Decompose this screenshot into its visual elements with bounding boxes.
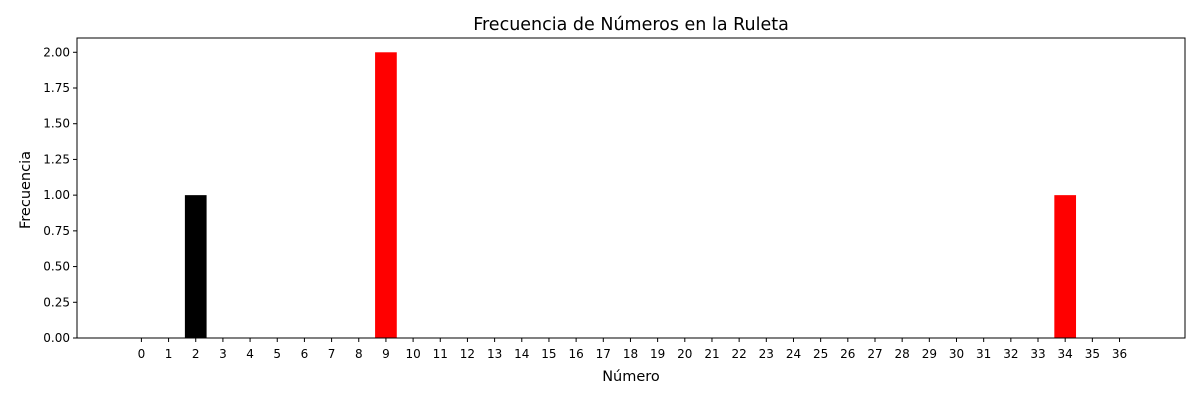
- bar-2: [184, 195, 207, 338]
- y-tick-label: 1.00: [43, 188, 70, 202]
- x-tick-label: 7: [328, 347, 336, 361]
- x-tick-label: 14: [514, 347, 529, 361]
- y-tick-label: 0.75: [43, 224, 70, 238]
- x-tick-label: 8: [355, 347, 363, 361]
- y-tick-label: 2.00: [43, 45, 70, 59]
- x-tick-label: 23: [759, 347, 774, 361]
- x-tick-label: 26: [840, 347, 855, 361]
- x-tick-label: 28: [895, 347, 910, 361]
- x-tick-label: 25: [813, 347, 828, 361]
- y-tick-label: 0.00: [43, 331, 70, 345]
- x-tick-label: 12: [460, 347, 475, 361]
- x-tick-label: 17: [596, 347, 611, 361]
- x-tick-label: 1: [165, 347, 173, 361]
- x-axis-title: Número: [602, 369, 660, 385]
- x-tick-label: 30: [949, 347, 964, 361]
- x-tick-label: 4: [246, 347, 254, 361]
- x-tick-label: 6: [301, 347, 309, 361]
- x-tick-label: 33: [1030, 347, 1045, 361]
- x-tick-label: 16: [568, 347, 583, 361]
- x-tick-label: 20: [677, 347, 692, 361]
- x-tick-label: 3: [219, 347, 227, 361]
- x-tick-label: 31: [976, 347, 991, 361]
- x-tick-label: 19: [650, 347, 665, 361]
- x-axis: 0 1 2 3 4 5 6 7 8 9 10 11 12 13 14 15 16 17 18 19 20 21 22 23 24…: [138, 338, 1127, 361]
- x-tick-label: 32: [1003, 347, 1018, 361]
- x-tick-label: 11: [433, 347, 448, 361]
- y-tick-label: 1.75: [43, 81, 70, 95]
- x-tick-label: 2: [192, 347, 200, 361]
- y-tick-label: 0.25: [43, 295, 70, 309]
- x-tick-label: 22: [731, 347, 746, 361]
- x-tick-label: 36: [1112, 347, 1127, 361]
- x-tick-label: 13: [487, 347, 502, 361]
- x-tick-label: 5: [273, 347, 281, 361]
- y-tick-label: 0.50: [43, 260, 70, 274]
- x-tick-label: 10: [405, 347, 420, 361]
- x-tick-label: 0: [138, 347, 146, 361]
- y-tick-label: 1.50: [43, 117, 70, 131]
- bar-34: [1054, 195, 1077, 338]
- chart-title: Frecuencia de Números en la Ruleta: [473, 15, 789, 35]
- y-axis: 0.00 0.25 0.50 0.75 1.00 1.25 1.50 1.75 2.00: [43, 45, 77, 345]
- x-tick-label: 34: [1058, 347, 1073, 361]
- x-tick-label: 15: [541, 347, 556, 361]
- y-tick-label: 1.25: [43, 152, 70, 166]
- x-tick-label: 18: [623, 347, 638, 361]
- y-axis-title: Frecuencia: [18, 151, 34, 229]
- x-tick-label: 29: [922, 347, 937, 361]
- x-tick-label: 24: [786, 347, 801, 361]
- bars-group: [184, 52, 1077, 338]
- x-tick-label: 21: [704, 347, 719, 361]
- x-tick-label: 9: [382, 347, 390, 361]
- bar-9: [375, 52, 397, 338]
- x-tick-label: 35: [1085, 347, 1100, 361]
- x-tick-label: 27: [867, 347, 882, 361]
- plot-frame: [76, 37, 1186, 339]
